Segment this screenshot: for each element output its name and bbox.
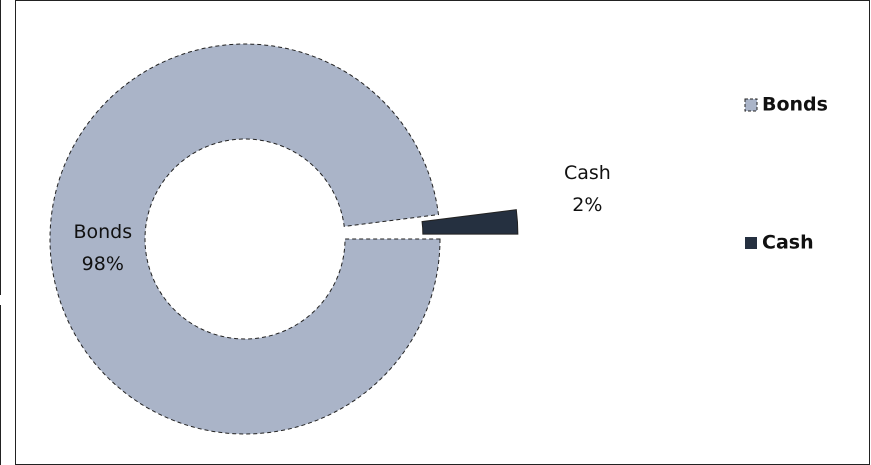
slice: [421, 209, 519, 235]
data-label-name: Bonds: [73, 221, 132, 243]
legend-label: Cash: [762, 232, 814, 254]
slice: [49, 43, 441, 435]
legend-marker: [745, 237, 757, 249]
data-label-name: Cash: [564, 162, 611, 184]
data-label-value: 2%: [572, 194, 602, 216]
legend-label: Bonds: [762, 94, 828, 116]
legend-marker: [744, 98, 758, 112]
data-label-value: 98%: [82, 253, 124, 275]
